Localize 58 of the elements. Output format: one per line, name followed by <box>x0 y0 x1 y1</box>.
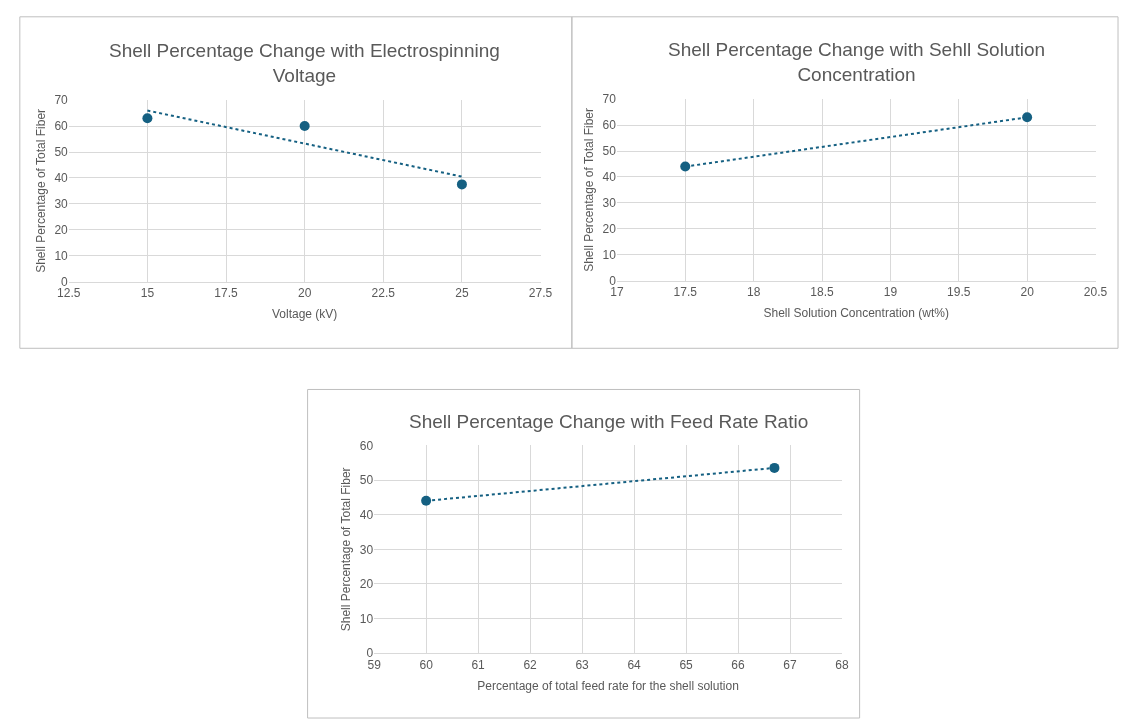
chart-title: Shell Percentage Change with Sehll Solution Concentration <box>668 39 1046 85</box>
y-tick-label: 20 <box>359 577 374 592</box>
y-tick-label: 40 <box>54 171 69 186</box>
x-tick-label: 60 <box>419 657 434 672</box>
x-tick-label: 27.5 <box>528 286 553 300</box>
x-tick-label: 12.5 <box>57 286 81 300</box>
x-tick-label: 68 <box>835 657 849 672</box>
x-tick-label: 22.5 <box>371 286 396 300</box>
y-tick-label: 0 <box>61 274 69 289</box>
y-tick-label: 30 <box>54 197 69 212</box>
x-tick-label: 66 <box>731 657 746 672</box>
y-tick-label: 10 <box>359 611 374 626</box>
point <box>142 113 153 124</box>
y-tick-label: 20 <box>54 222 69 237</box>
y-tick-label: 40 <box>359 507 374 522</box>
point <box>299 121 310 132</box>
chart-title: Shell Percentage Change with Feed Rate Ratio <box>409 411 809 432</box>
x-tick-label: 18.5 <box>810 285 835 300</box>
x-axis-title: Shell Solution Concentration (wt%) <box>763 305 949 320</box>
x-tick-label: 20 <box>297 286 312 300</box>
y-tick-label: 40 <box>602 170 617 185</box>
y-tick-label: 10 <box>54 248 69 263</box>
x-tick-label: 62 <box>523 657 538 672</box>
x-tick-label: 18 <box>746 285 761 300</box>
x-tick-label: 15 <box>140 286 155 300</box>
y-axis-title: Shell Percentage of Total Fiber <box>33 108 48 273</box>
chart-title: Shell Percentage Change with Electrospinning Voltage <box>109 40 500 86</box>
x-tick-label: 20.5 <box>1083 285 1108 300</box>
y-tick-label: 10 <box>602 247 617 262</box>
y-tick-label: 60 <box>359 438 374 453</box>
y-tick-label: 50 <box>54 145 69 160</box>
y-tick-label: 50 <box>602 144 617 159</box>
x-tick-label: 63 <box>575 657 590 672</box>
y-tick-label: 60 <box>54 119 69 134</box>
y-axis-title: Shell Percentage of Total Fiber <box>339 467 354 632</box>
y-tick-label: 20 <box>602 221 617 236</box>
x-axis-title: Voltage (kV) <box>271 306 338 321</box>
y-tick-label: 70 <box>54 93 69 108</box>
y-tick-label: 0 <box>609 273 617 288</box>
y-tick-label: 70 <box>602 92 617 107</box>
x-tick-label: 65 <box>679 657 694 672</box>
y-tick-label: 60 <box>602 118 617 133</box>
x-tick-label: 67 <box>783 657 798 672</box>
x-tick-label: 64 <box>627 657 642 672</box>
x-tick-label: 17.5 <box>673 285 698 300</box>
x-tick-label: 17.5 <box>214 286 239 300</box>
x-tick-label: 19.5 <box>947 285 971 300</box>
point <box>456 179 467 190</box>
x-tick-label: 61 <box>471 657 486 672</box>
y-tick-label: 30 <box>359 542 374 557</box>
y-axis-title: Shell Percentage of Total Fiber <box>581 107 596 272</box>
x-axis-title: Percentage of total feed rate for the shell solution <box>477 678 739 693</box>
x-tick-label: 19 <box>883 285 898 300</box>
x-tick-label: 20 <box>1020 285 1035 300</box>
x-tick-label: 25 <box>455 286 469 300</box>
x-tick-label: 17 <box>610 285 624 300</box>
y-tick-label: 50 <box>359 473 374 488</box>
y-tick-label: 30 <box>602 196 617 211</box>
